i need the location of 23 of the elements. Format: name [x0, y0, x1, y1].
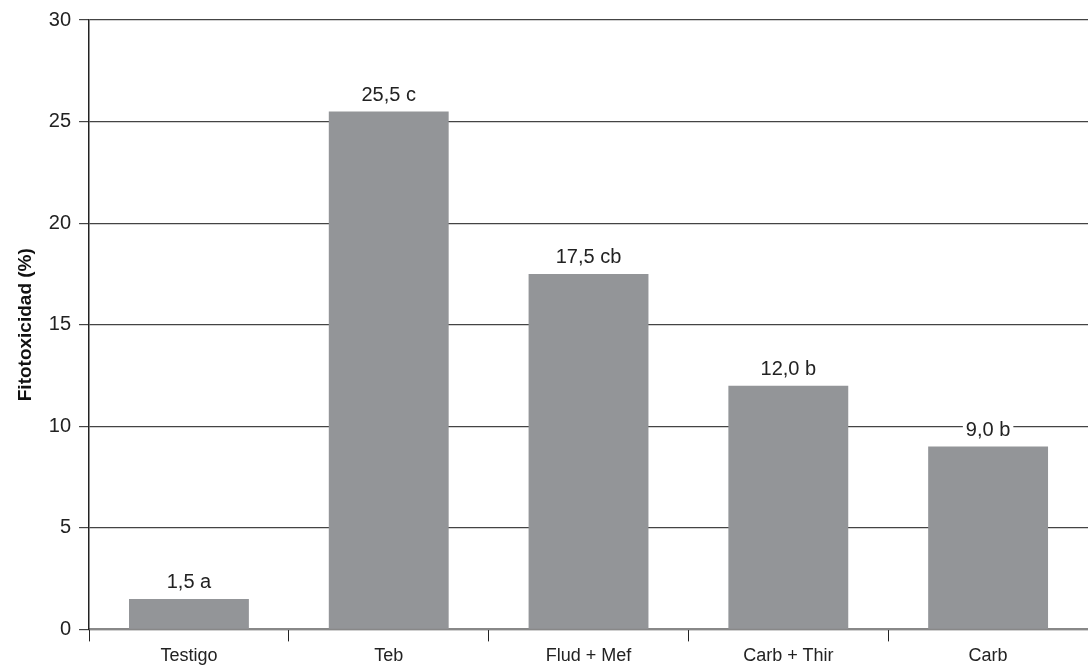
- x-tick-label: Testigo: [160, 645, 218, 666]
- y-tick-label: 0: [59, 616, 72, 639]
- x-tick-label: Carb: [968, 645, 1008, 666]
- bar: [928, 446, 1049, 629]
- bar: [129, 598, 249, 629]
- x-tick-label: Flud + Mef: [545, 645, 633, 666]
- y-tick-label: 30: [48, 7, 72, 30]
- data-label: 9,0 b: [965, 418, 1011, 441]
- y-axis-title: Fitotoxicidad (%): [13, 248, 35, 402]
- y-tick-label: 5: [59, 515, 72, 538]
- y-tick-label: 20: [48, 210, 72, 233]
- x-tick-label: Carb + Thir: [743, 645, 834, 666]
- y-tick-label: 10: [48, 413, 72, 436]
- data-label: 1,5 a: [166, 570, 213, 593]
- bar: [728, 385, 849, 629]
- bar: [328, 111, 449, 629]
- y-tick-label: 15: [48, 312, 72, 335]
- data-label: 25,5 c: [361, 82, 416, 105]
- bar: [528, 273, 649, 629]
- data-label: 12,0 b: [760, 357, 817, 380]
- data-label: 17,5 cb: [555, 245, 622, 268]
- y-tick-label: 25: [48, 109, 72, 132]
- x-tick-label: Teb: [374, 645, 404, 666]
